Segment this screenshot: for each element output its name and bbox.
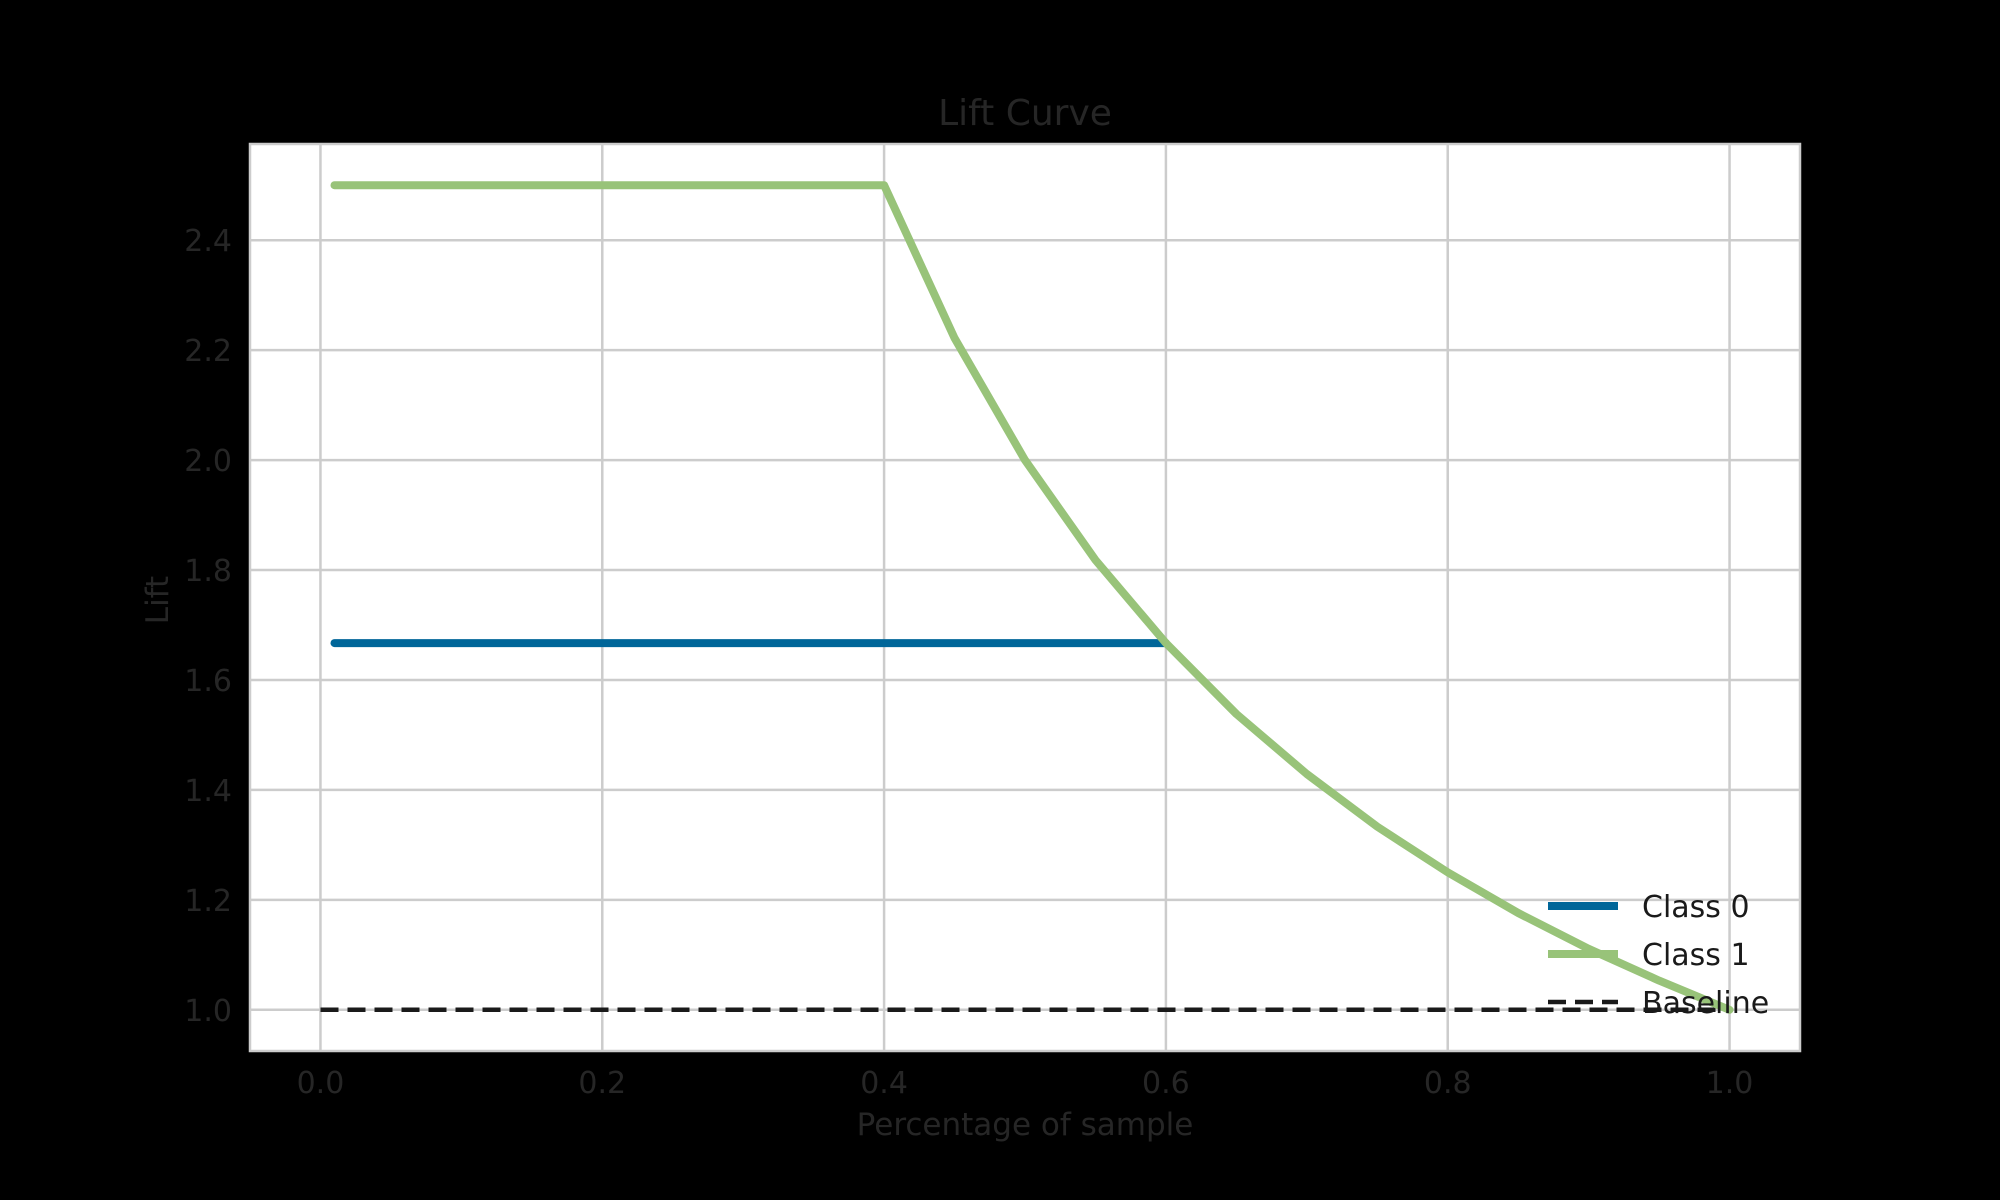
x-tick-label: 1.0 [1706,1066,1754,1101]
y-axis-label: Lift [140,576,176,624]
chart-title: Lift Curve [938,93,1112,134]
y-tick-label: 2.4 [184,224,232,259]
x-tick-label: 0.0 [297,1066,345,1101]
x-tick-label: 0.6 [1142,1066,1190,1101]
legend-label: Baseline [1642,986,1769,1021]
x-tick-label: 0.8 [1424,1066,1472,1101]
y-tick-label: 2.0 [184,444,232,479]
x-tick-label: 0.4 [860,1066,908,1101]
x-tick-label: 0.2 [578,1066,626,1101]
y-tick-label: 1.0 [184,994,232,1029]
grid [250,144,1800,1051]
series-line-class-1 [330,181,1734,1014]
legend-label: Class 1 [1642,938,1750,973]
y-tick-label: 1.8 [184,554,232,589]
x-axis-label: Percentage of sample [857,1107,1194,1143]
legend-label: Class 0 [1642,890,1750,925]
y-tick-label: 2.2 [184,334,232,369]
plot-frame [248,142,1802,1053]
tick-labels: 0.0 0.2 0.4 0.6 0.8 1.0 1.0 1.2 1.4 1.6 1.8 2.0 2.2 2… [184,224,1753,1101]
y-tick-label: 1.6 [184,664,232,699]
y-tick-label: 1.2 [184,884,232,919]
legend: Class 0 Class 1 Baseline [1548,890,1769,1021]
plot-area [250,144,1800,1051]
series-lines [320,181,1734,1014]
y-tick-label: 1.4 [184,774,232,809]
